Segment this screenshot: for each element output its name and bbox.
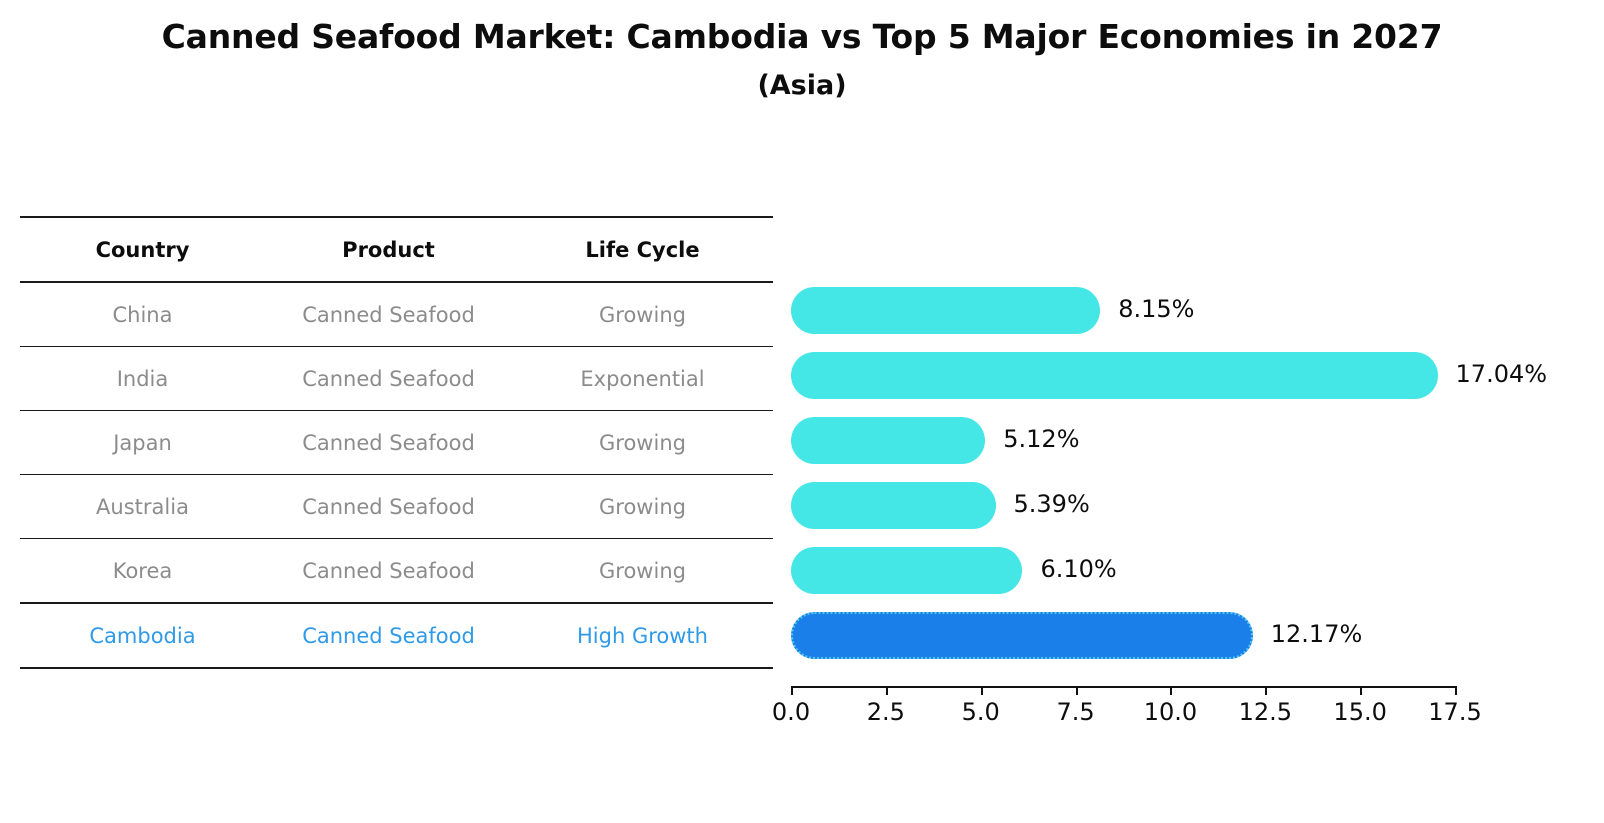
- cell-product: Canned Seafood: [302, 366, 475, 391]
- x-axis-tick: [1455, 686, 1457, 695]
- cell-country: China: [112, 302, 173, 327]
- cell-life-cycle: High Growth: [577, 623, 708, 648]
- x-axis-tick-label: 7.5: [1056, 698, 1095, 726]
- bar-row: 12.17%: [791, 604, 1455, 667]
- cell-product: Canned Seafood: [302, 302, 475, 327]
- table-header-life-cycle: Life Cycle: [585, 237, 700, 262]
- x-axis-tick-label: 17.5: [1428, 698, 1482, 726]
- table-header-country: Country: [95, 237, 190, 262]
- bar-value-label: 8.15%: [1118, 295, 1195, 323]
- x-axis-tick-label: 5.0: [961, 698, 1000, 726]
- cell-life-cycle: Growing: [599, 430, 686, 455]
- table-row-rule: [20, 410, 773, 411]
- cell-life-cycle: Exponential: [580, 366, 705, 391]
- x-axis-tick: [885, 686, 888, 695]
- table-row-rule: [20, 346, 773, 347]
- page-title: Canned Seafood Market: Cambodia vs Top 5…: [161, 17, 1443, 56]
- bar-cambodia: [791, 612, 1253, 659]
- cell-product: Canned Seafood: [302, 494, 475, 519]
- x-axis-tick-label: 12.5: [1238, 698, 1292, 726]
- table-header-rule: [20, 281, 773, 283]
- x-axis-tick-label: 2.5: [866, 698, 905, 726]
- x-axis-tick-label: 15.0: [1333, 698, 1387, 726]
- cell-life-cycle: Growing: [599, 558, 686, 583]
- x-axis-tick: [1360, 686, 1363, 695]
- cell-country: Japan: [113, 430, 172, 455]
- bar-china: [791, 287, 1101, 334]
- bar-value-label: 5.12%: [1003, 425, 1080, 453]
- x-axis-tick-label: 0.0: [771, 698, 811, 726]
- x-axis-line: [791, 686, 1455, 688]
- bar-row: 17.04%: [791, 344, 1547, 407]
- x-axis-tick: [791, 686, 793, 695]
- cell-product: Canned Seafood: [302, 430, 475, 455]
- table-row-rule: [20, 602, 773, 604]
- bar-australia: [791, 482, 996, 529]
- bar-value-label: 17.04%: [1455, 360, 1548, 388]
- bar-row: 8.15%: [791, 279, 1455, 342]
- cell-country: Korea: [112, 558, 173, 583]
- bar-row: 5.12%: [791, 409, 1455, 472]
- bar-row: 6.10%: [791, 539, 1455, 602]
- table-header-product: Product: [342, 237, 435, 262]
- table-header-row: Country Product Life Cycle: [20, 218, 773, 281]
- cell-life-cycle: Growing: [599, 302, 686, 327]
- cell-product: Canned Seafood: [302, 558, 475, 583]
- table-row: Korea Canned Seafood Growing: [20, 539, 773, 602]
- table-top-rule: [20, 216, 773, 218]
- cell-life-cycle: Growing: [599, 494, 686, 519]
- chart-title-block: Canned Seafood Market: Cambodia vs Top 5…: [0, 14, 1604, 106]
- bar-value-label: 12.17%: [1270, 620, 1363, 648]
- cell-country: India: [116, 366, 169, 391]
- table-bottom-rule: [20, 667, 773, 669]
- bar-korea: [791, 547, 1023, 594]
- table-row: Japan Canned Seafood Growing: [20, 411, 773, 474]
- plot-area: 8.15% 17.04% 5.12% 5.39% 6.10% 12.17%: [791, 216, 1547, 680]
- x-axis-tick: [1075, 686, 1078, 695]
- table-row: China Canned Seafood Growing: [20, 283, 773, 346]
- table-row: Australia Canned Seafood Growing: [20, 475, 773, 538]
- bar-row: 5.39%: [791, 474, 1455, 537]
- x-axis-tick-label: 10.0: [1143, 698, 1198, 726]
- comparison-table: Country Product Life Cycle China Canned …: [20, 216, 773, 669]
- bar-value-label: 5.39%: [1013, 490, 1090, 518]
- table-row-highlighted: Cambodia Canned Seafood High Growth: [20, 604, 773, 667]
- table-row: India Canned Seafood Exponential: [20, 347, 773, 410]
- bar-value-label: 6.10%: [1040, 555, 1117, 583]
- bar-india: [791, 352, 1438, 399]
- x-axis-tick: [1265, 686, 1268, 695]
- cell-product: Canned Seafood: [302, 623, 475, 648]
- x-axis-tick: [980, 686, 983, 695]
- table-row-rule: [20, 538, 773, 539]
- bar-chart: 8.15% 17.04% 5.12% 5.39% 6.10% 12.17%: [791, 216, 1547, 686]
- bar-japan: [791, 417, 986, 464]
- table-row-rule: [20, 474, 773, 475]
- x-axis: 0.0 2.5 5.0 7.5 10.0 12.5 15.0 17.5: [772, 686, 1482, 746]
- cell-country: Cambodia: [89, 623, 196, 648]
- x-axis-tick: [1170, 686, 1173, 695]
- page-subtitle: (Asia): [757, 70, 847, 101]
- cell-country: Australia: [96, 494, 189, 519]
